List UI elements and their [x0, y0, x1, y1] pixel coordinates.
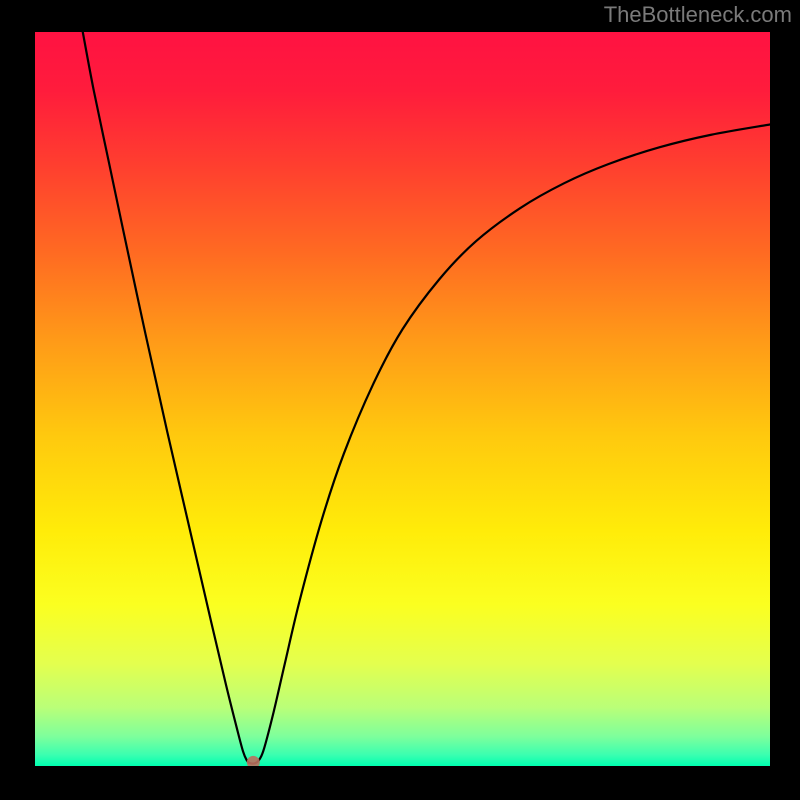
plot-area	[35, 32, 770, 766]
watermark-text: TheBottleneck.com	[604, 2, 792, 28]
gradient-background	[35, 32, 770, 766]
